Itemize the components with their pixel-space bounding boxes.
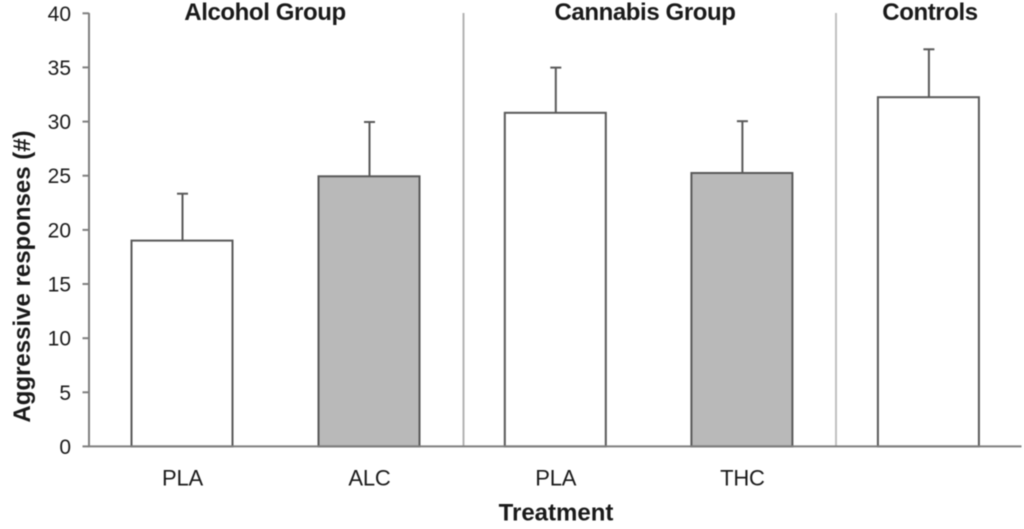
svg-text:ALC: ALC [348, 466, 391, 491]
svg-text:30: 30 [48, 111, 71, 134]
svg-text:5: 5 [59, 382, 71, 405]
svg-text:PLA: PLA [162, 466, 204, 491]
svg-text:40: 40 [48, 3, 71, 26]
svg-text:PLA: PLA [535, 466, 577, 491]
svg-text:Treatment: Treatment [499, 500, 614, 525]
svg-text:Cannabis Group: Cannabis Group [554, 0, 735, 26]
svg-text:25: 25 [48, 165, 71, 188]
svg-text:10: 10 [48, 328, 71, 351]
svg-text:Alcohol Group: Alcohol Group [184, 0, 345, 26]
svg-text:THC: THC [720, 466, 765, 491]
svg-text:15: 15 [48, 274, 71, 297]
svg-text:20: 20 [48, 219, 71, 242]
svg-text:35: 35 [48, 57, 71, 80]
svg-text:0: 0 [59, 436, 71, 459]
svg-text:Controls: Controls [882, 0, 978, 26]
svg-text:Aggressive responses (#): Aggressive responses (#) [9, 130, 36, 422]
